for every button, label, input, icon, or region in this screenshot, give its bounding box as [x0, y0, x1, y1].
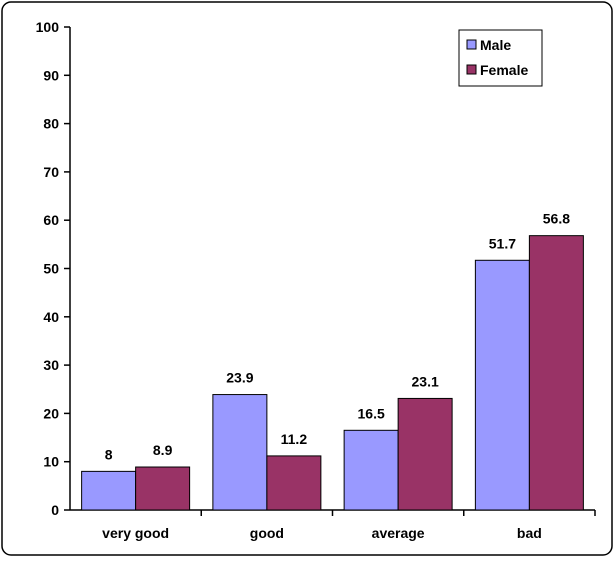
- bar-male: [343, 429, 399, 511]
- bar-female: [397, 397, 453, 511]
- data-label: 23.1: [412, 373, 439, 389]
- plot-area: 0 10 20 30 40 50 60 70 80 90 100 very good 8 8.9 good 2…: [36, 19, 596, 541]
- x-tick-label: bad: [517, 525, 542, 541]
- data-label: 8.9: [153, 442, 173, 458]
- bar-female: [135, 466, 191, 511]
- data-label: 23.9: [226, 370, 253, 386]
- y-tick-label: 30: [43, 357, 59, 373]
- legend-box: [458, 29, 543, 87]
- legend-label-male: Male: [480, 37, 511, 53]
- y-tick-label: 100: [36, 19, 60, 35]
- bar-male: [81, 470, 137, 511]
- y-tick-label: 60: [43, 212, 59, 228]
- bar-female: [528, 235, 584, 511]
- y-tick-label: 50: [43, 261, 59, 277]
- legend-swatch-male: [466, 39, 477, 50]
- bar-male: [212, 394, 268, 511]
- y-tick-label: 90: [43, 67, 59, 83]
- y-tick-label: 0: [51, 502, 59, 518]
- y-tick-label: 80: [43, 116, 59, 132]
- y-tick-label: 20: [43, 405, 59, 421]
- data-label: 8: [105, 446, 113, 462]
- legend-swatch-female: [466, 64, 477, 75]
- y-tick-label: 10: [43, 454, 59, 470]
- bar-male: [474, 259, 530, 511]
- legend: Male Female: [458, 29, 543, 87]
- bar-female: [266, 455, 322, 511]
- x-tick-label: good: [250, 525, 284, 541]
- x-tick-label: average: [372, 525, 425, 541]
- data-label: 51.7: [489, 235, 516, 251]
- data-label: 11.2: [281, 431, 308, 447]
- x-tick-label: very good: [102, 525, 169, 541]
- y-tick-label: 40: [43, 309, 59, 325]
- legend-label-female: Female: [480, 62, 528, 78]
- y-tick-label: 70: [43, 164, 59, 180]
- data-label: 56.8: [543, 211, 570, 227]
- data-label: 16.5: [358, 405, 385, 421]
